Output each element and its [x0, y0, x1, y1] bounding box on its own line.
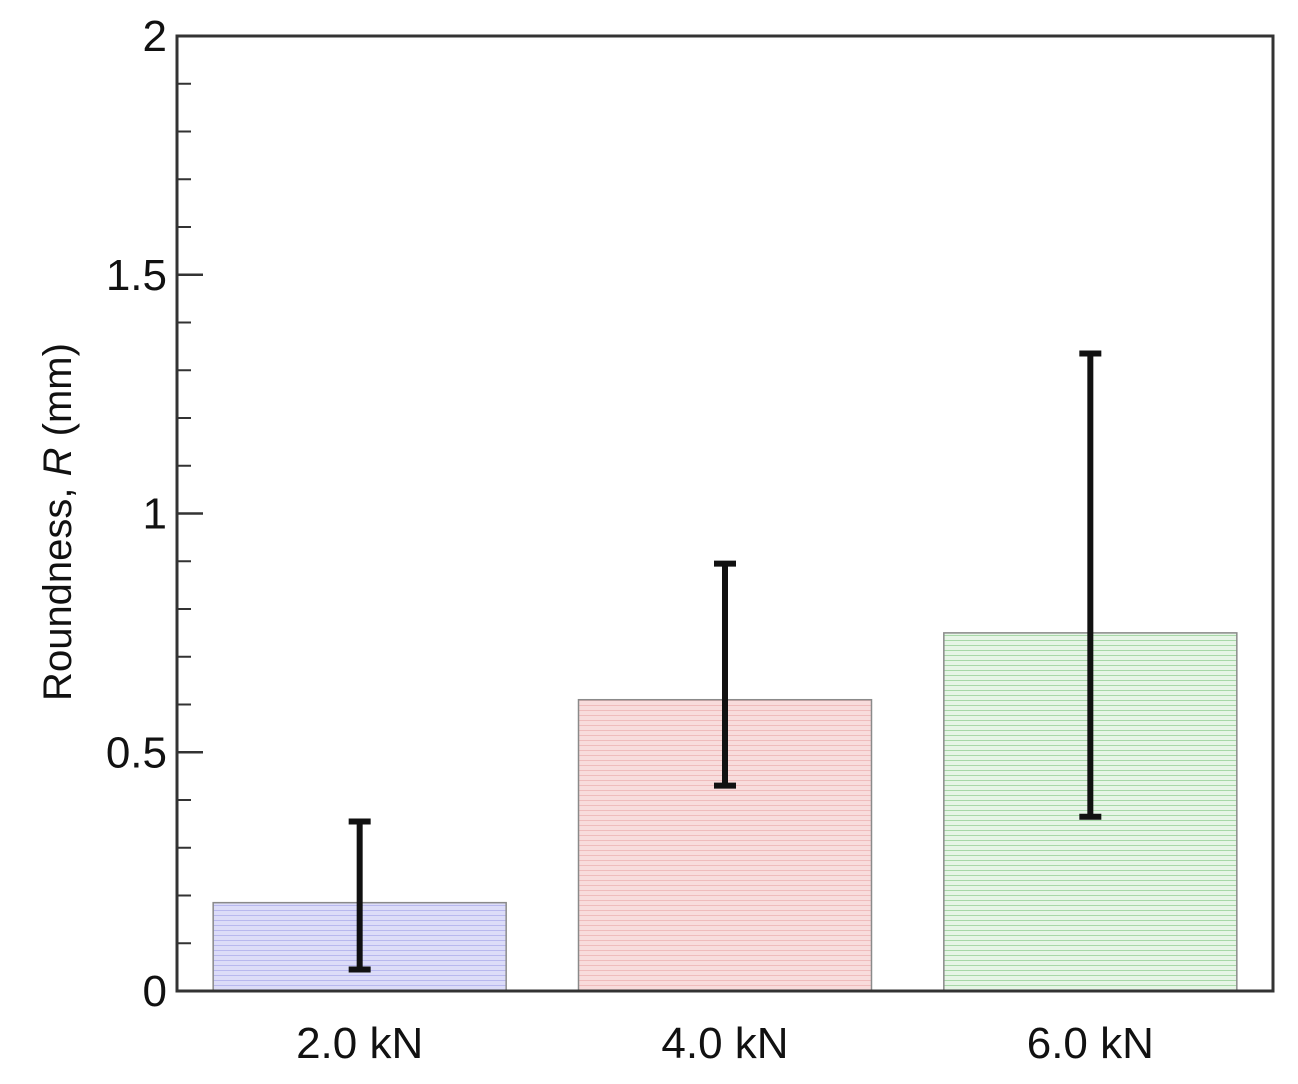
tick-labels-layer: 2.0 kN 4.0 kN 6.0 kN 0 0.5 1 1.5 2 [106, 12, 1154, 1068]
y-tick-label: 0.5 [106, 728, 167, 777]
error-bar-1 [348, 818, 371, 973]
y-axis-label: Roundness, R (mm) [36, 343, 80, 701]
x-tick-label: 4.0 kN [661, 1019, 788, 1068]
y-tick-label: 1.5 [106, 251, 167, 300]
error-bar-2 [714, 560, 736, 789]
y-tick-label: 1 [143, 490, 167, 539]
x-tick-label: 2.0 kN [296, 1019, 423, 1068]
x-tick-label: 6.0 kN [1027, 1019, 1154, 1068]
y-ticks-layer [177, 34, 203, 993]
error-bars-layer [348, 350, 1102, 973]
y-tick-label: 0 [143, 967, 167, 1016]
y-tick-label: 2 [143, 12, 167, 61]
error-bar-3 [1079, 350, 1102, 820]
